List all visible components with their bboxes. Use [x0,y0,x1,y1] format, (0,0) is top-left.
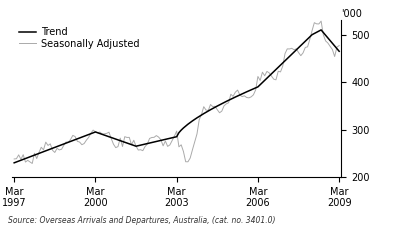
Seasonally Adjusted [269,75,274,77]
Trend [27,155,32,158]
Seasonally Adjusted [14,157,19,160]
Seasonally Adjusted [316,23,321,25]
Line: Trend: Trend [14,30,339,163]
Seasonally Adjusted [30,162,35,165]
Seasonally Adjusted [12,158,17,160]
Trend [14,160,19,163]
Seasonally Adjusted [260,71,265,74]
Trend [267,75,272,77]
Text: '000: '000 [341,9,362,19]
Trend [199,114,204,116]
Seasonally Adjusted [319,20,324,22]
Trend [258,83,262,86]
Trend [12,161,17,164]
Text: Source: Overseas Arrivals and Departures, Australia, (cat. no. 3401.0): Source: Overseas Arrivals and Departures… [8,216,276,225]
Trend [319,29,324,31]
Trend [314,31,319,34]
Legend: Trend, Seasonally Adjusted: Trend, Seasonally Adjusted [17,25,141,51]
Line: Seasonally Adjusted: Seasonally Adjusted [14,21,339,163]
Seasonally Adjusted [337,44,341,47]
Seasonally Adjusted [27,160,32,163]
Trend [337,50,341,53]
Seasonally Adjusted [201,105,206,108]
